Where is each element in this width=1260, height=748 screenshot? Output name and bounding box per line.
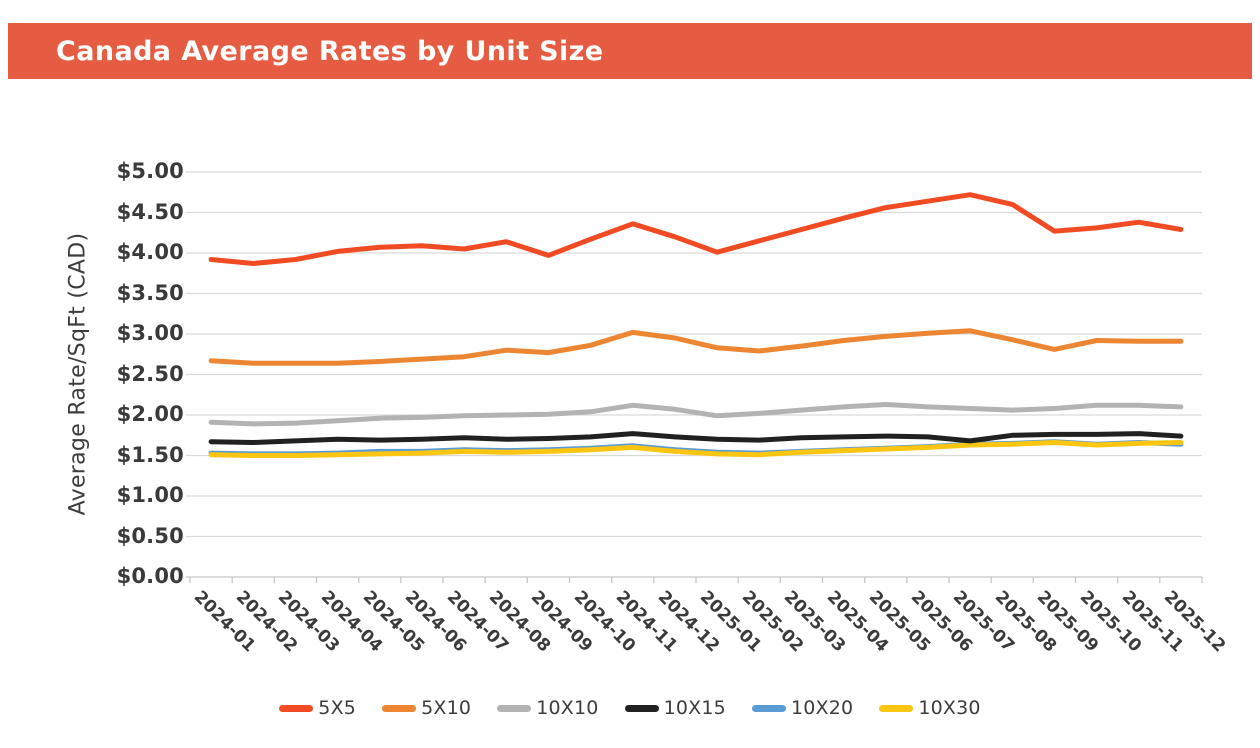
series-line-10X15	[208, 431, 1184, 445]
chart-legend: 5X5 5X10 10X10 10X15 10X20 10X30	[100, 697, 1160, 719]
series-line-10X30	[208, 440, 1184, 458]
legend-swatch-10X20	[751, 704, 786, 712]
y-tick-label: $2.50	[116, 361, 184, 386]
legend-label: 10X20	[790, 697, 854, 719]
y-tick-label: $4.50	[116, 199, 184, 224]
series-line-5X10	[208, 328, 1184, 366]
y-tick-label: $3.00	[116, 321, 184, 345]
y-tick-label: $4.00	[116, 240, 184, 264]
legend-swatch-10X30	[879, 704, 914, 712]
chart-title-bar: Canada Average Rates by Unit Size	[8, 23, 1252, 79]
legend-item-10X15[interactable]: 10X15	[624, 697, 726, 719]
series-line-5X5	[208, 192, 1184, 266]
y-tick-label: $0.50	[116, 523, 184, 548]
legend-label: 10X15	[663, 697, 726, 719]
legend-item-5X10[interactable]: 5X10	[382, 697, 471, 719]
legend-label: 5X5	[318, 697, 357, 719]
y-tick-label: $2.00	[116, 402, 184, 426]
series-line-10X10	[208, 402, 1184, 427]
y-tick-label: $3.50	[116, 280, 184, 305]
chart-title: Canada Average Rates by Unit Size	[56, 35, 604, 67]
legend-item-10X30[interactable]: 10X30	[879, 697, 980, 719]
legend-item-10X20[interactable]: 10X20	[751, 697, 854, 719]
legend-label: 10X30	[918, 697, 981, 719]
y-tick-label: $1.50	[116, 442, 184, 467]
legend-item-5X5[interactable]: 5X5	[279, 697, 356, 719]
legend-label: 10X10	[536, 697, 599, 719]
y-tick-label: $0.00	[116, 564, 184, 588]
y-tick-label: $1.00	[116, 483, 184, 507]
legend-swatch-10X15	[624, 704, 659, 712]
legend-label: 5X10	[421, 697, 472, 719]
legend-swatch-5X10	[382, 704, 417, 712]
y-tick-label: $5.00	[116, 159, 184, 183]
legend-swatch-10X10	[497, 704, 532, 712]
legend-item-10X10[interactable]: 10X10	[497, 697, 598, 719]
legend-swatch-5X5	[279, 704, 314, 712]
